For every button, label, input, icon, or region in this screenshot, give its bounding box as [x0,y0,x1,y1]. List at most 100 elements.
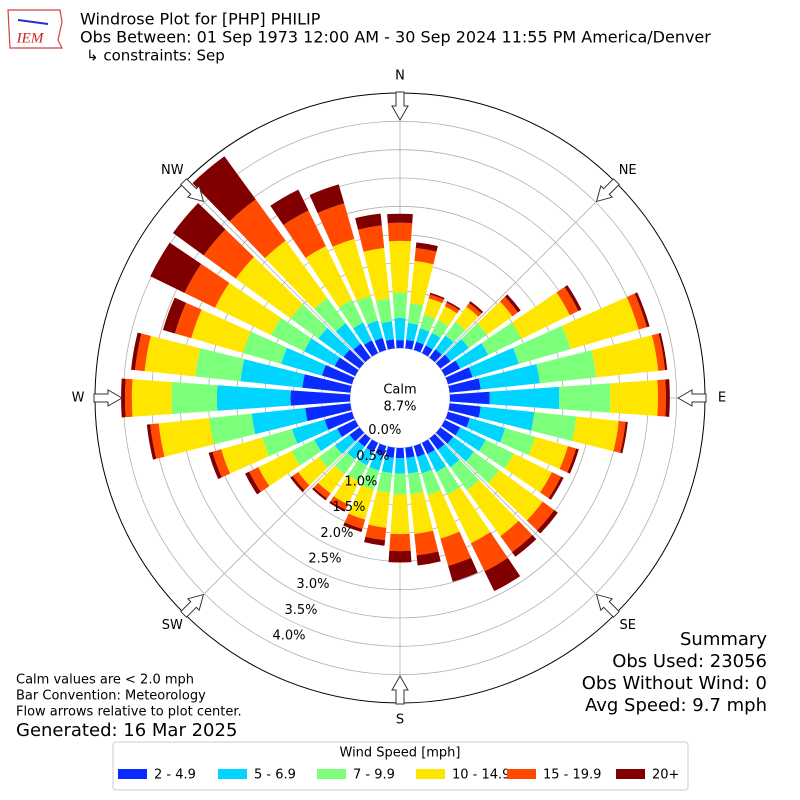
flow-arrow [391,674,409,705]
bar-segment [363,247,390,302]
bar-segment [392,292,408,319]
bar-segment [216,385,291,411]
bar-segment [150,423,165,459]
flow-arrow [180,178,205,203]
compass-label: SE [619,618,635,633]
bar-segment [324,411,355,430]
legend-swatch [507,769,536,779]
bar-segment [229,199,286,259]
bar-segment [428,294,444,304]
bar-segment [209,413,256,445]
bar-segment [651,333,666,371]
bar-segment [406,456,419,474]
flow-arrow [595,593,620,618]
bar-segment [658,332,668,371]
bar-segment [444,302,460,314]
bar-segment [270,189,309,226]
bar-segment [271,317,312,352]
bar-segment [466,418,506,443]
bar-segment [388,550,412,563]
ring-label: 2.0% [320,526,353,541]
bar-segment [479,439,514,469]
bar-segment [526,501,555,531]
bar-segment [221,437,269,474]
bar-segment [358,433,371,447]
bar-segment [343,349,365,369]
bar-segment [312,487,327,501]
bar-segment [559,446,577,473]
bar-segment [208,451,222,479]
bar-segment [356,296,378,325]
legend-title: Wind Speed [mph] [340,746,461,761]
bar-segment [406,322,419,342]
bar-segment [290,304,328,339]
bar-segment [405,339,415,350]
bar-segment [461,323,488,348]
bar-segment [335,323,361,350]
bar-segment [172,203,226,256]
bar-segment [174,302,202,339]
bar-segment [314,297,346,332]
bar-segment [385,339,395,350]
bar-segment [158,418,215,457]
bar-segment [212,449,231,478]
bar-segment [481,322,522,355]
bar-segment [445,321,466,343]
bar-segment [375,443,387,456]
bar-segment [540,472,562,499]
chart-title: Windrose Plot for [PHP] PHILIP [80,10,321,29]
bar-segment [416,328,430,345]
bar-segment [333,475,360,505]
compass-label: NW [161,163,184,178]
bar-segment [302,374,352,393]
bar-segment [416,454,432,474]
flow-arrow [676,389,707,407]
calm-value: 8.7% [383,400,416,415]
ring-label: 3.5% [284,603,317,618]
legend-label: 5 - 6.9 [254,768,296,783]
bar-segment [387,222,413,242]
bar-segment [425,332,441,350]
bar-segment [376,471,393,493]
bar-segment [258,450,300,487]
bar-segment [368,490,391,528]
bar-segment [613,420,626,453]
bar-segment [191,309,251,353]
note-line: Bar Convention: Meteorology [16,689,206,704]
bar-segment [437,444,460,468]
compass-label: S [396,713,404,728]
bar-segment [416,551,441,566]
summary-line: Avg Speed: 9.7 mph [585,695,767,716]
legend-box [112,741,689,791]
bar-segment [334,357,359,377]
bar-segment [429,292,445,300]
bar-segment [511,292,570,339]
bar-segment [245,471,261,495]
bar-segment [448,378,481,393]
ring-label: 0.0% [368,423,401,438]
radial-grid-line [435,433,616,614]
bar-segment [450,459,480,491]
bar-segment [290,390,351,406]
bar-segment [447,436,474,462]
bar-segment [435,354,451,369]
bar-segment [374,337,387,353]
bar-segment [438,306,458,327]
bar-segment [423,298,443,319]
bar-segment [195,348,245,382]
plot: 0.0% 0.5% 1.0% 1.5% 2.0% 2.5% 3.0% 3.5% 4.0% N NE E… [72,69,727,728]
bar-segment [410,492,434,534]
bar-segment [389,533,411,552]
bar-segment [343,522,363,533]
bar-segment [305,246,352,308]
bar-segment [447,487,491,544]
bar-segment [530,412,577,441]
legend-label: 10 - 14.9 [452,768,510,783]
bar-segment [470,532,508,572]
bar-segment [387,213,413,224]
bar-segment [591,335,659,378]
ring-label: 4.0% [272,629,305,644]
constraints: ↳ constraints: Sep [86,47,225,65]
bar-segment [242,331,288,364]
